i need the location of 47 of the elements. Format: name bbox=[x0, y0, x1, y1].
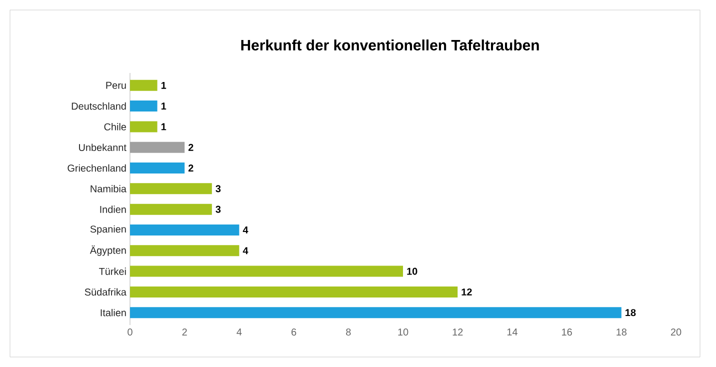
data-label: 1 bbox=[161, 102, 166, 110]
y-tick-label: Spanien bbox=[90, 225, 126, 235]
bar bbox=[130, 100, 158, 112]
y-tick-label: Chile bbox=[104, 123, 126, 130]
x-tick-label: 4 bbox=[236, 328, 242, 336]
bar bbox=[130, 121, 158, 132]
x-tick-label: 18 bbox=[616, 328, 627, 336]
bar bbox=[130, 266, 404, 277]
bar bbox=[130, 224, 240, 236]
bar bbox=[130, 80, 158, 91]
data-label: 4 bbox=[242, 247, 248, 254]
bar bbox=[130, 245, 240, 256]
x-tick-label: 10 bbox=[398, 328, 408, 336]
data-label: 3 bbox=[216, 206, 221, 213]
x-tick-label: 16 bbox=[562, 328, 572, 336]
y-tick-label: Italien bbox=[100, 308, 126, 316]
y-tick-label: Namibia bbox=[90, 185, 126, 192]
data-label: 12 bbox=[462, 288, 472, 296]
y-tick-label: Griechenland bbox=[68, 164, 126, 172]
x-tick-label: 20 bbox=[670, 328, 682, 336]
x-tick-label: 2 bbox=[182, 328, 187, 336]
x-tick-label: 6 bbox=[292, 328, 296, 336]
bar bbox=[130, 307, 622, 318]
data-label: 1 bbox=[161, 123, 166, 130]
data-label: 4 bbox=[242, 226, 248, 234]
y-tick-label: Südafrika bbox=[84, 288, 126, 296]
bar bbox=[130, 183, 212, 194]
y-tick-label: Türkei bbox=[99, 268, 126, 275]
x-tick-label: 0 bbox=[128, 328, 132, 336]
x-tick-label: 12 bbox=[452, 328, 463, 336]
data-label: 10 bbox=[407, 268, 418, 275]
y-tick-label: Unbekannt bbox=[79, 144, 126, 152]
y-tick-label: Deutschland bbox=[72, 102, 126, 110]
y-tick-label: Peru bbox=[106, 82, 126, 89]
chart-title: Herkunft der konventionellen Tafeltrauben bbox=[241, 40, 539, 50]
y-tick-label: Ägypten bbox=[90, 245, 126, 256]
y-tick-label: Indien bbox=[100, 206, 126, 213]
data-label: 18 bbox=[626, 309, 636, 316]
data-label: 3 bbox=[216, 185, 221, 192]
bar bbox=[130, 162, 185, 174]
data-label: 1 bbox=[161, 82, 166, 89]
x-tick-label: 14 bbox=[507, 328, 518, 336]
x-tick-label: 8 bbox=[346, 328, 351, 336]
data-label: 2 bbox=[188, 164, 194, 172]
data-label: 2 bbox=[188, 144, 194, 151]
bar bbox=[130, 204, 212, 215]
bar bbox=[130, 286, 458, 298]
